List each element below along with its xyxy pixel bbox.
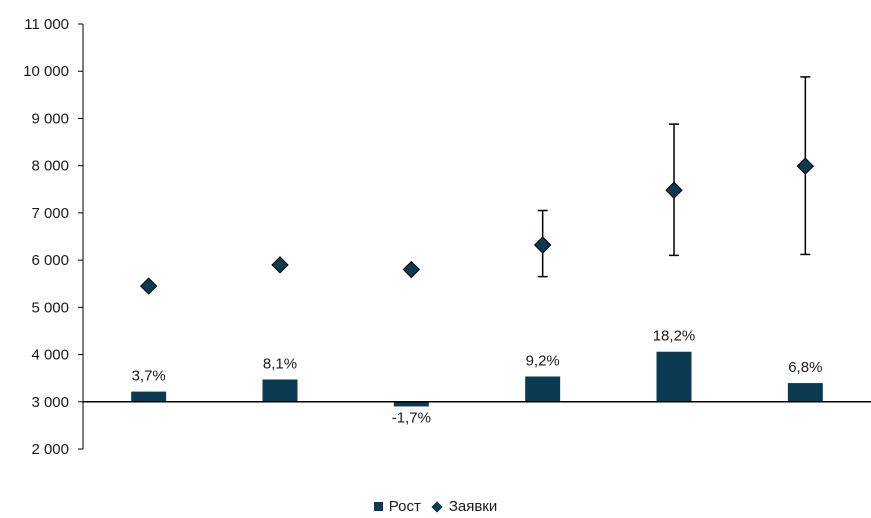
y-tick-label: 5 000 (31, 299, 69, 316)
y-tick-label: 7 000 (31, 205, 69, 222)
legend-item-rost: Рост (374, 498, 421, 515)
bar (657, 352, 692, 402)
scatter-point (666, 182, 682, 198)
bar (525, 376, 560, 401)
y-tick-label: 4 000 (31, 347, 69, 364)
bar (131, 392, 166, 402)
scatter-point (535, 237, 551, 253)
bar-data-label: 6,8% (788, 359, 822, 376)
y-tick-label: 6 000 (31, 252, 69, 269)
scatter-point (272, 257, 288, 273)
scatter-point (403, 262, 419, 278)
y-tick-label: 9 000 (31, 110, 69, 127)
legend-bar-swatch (374, 502, 383, 511)
bar (788, 383, 823, 402)
legend: Рост Заявки (0, 498, 871, 515)
bar-data-label: 18,2% (653, 328, 696, 345)
y-tick-label: 8 000 (31, 158, 69, 175)
y-tick-label: 11 000 (24, 16, 69, 33)
bar (263, 380, 298, 402)
scatter-point (797, 158, 813, 174)
y-tick-label: 2 000 (31, 441, 69, 458)
bar-data-label: -1,7% (392, 409, 431, 426)
legend-diamond-swatch (431, 501, 442, 512)
bar-data-label: 3,7% (132, 368, 166, 385)
legend-label-rost: Рост (389, 498, 421, 515)
legend-item-zayavki: Заявки (433, 498, 497, 515)
bar-data-label: 8,1% (263, 356, 297, 373)
legend-label-zayavki: Заявки (449, 498, 497, 515)
bar-data-label: 9,2% (526, 352, 560, 369)
y-tick-label: 3 000 (31, 394, 69, 411)
y-tick-label: 10 000 (23, 63, 69, 80)
scatter-point (141, 278, 157, 294)
